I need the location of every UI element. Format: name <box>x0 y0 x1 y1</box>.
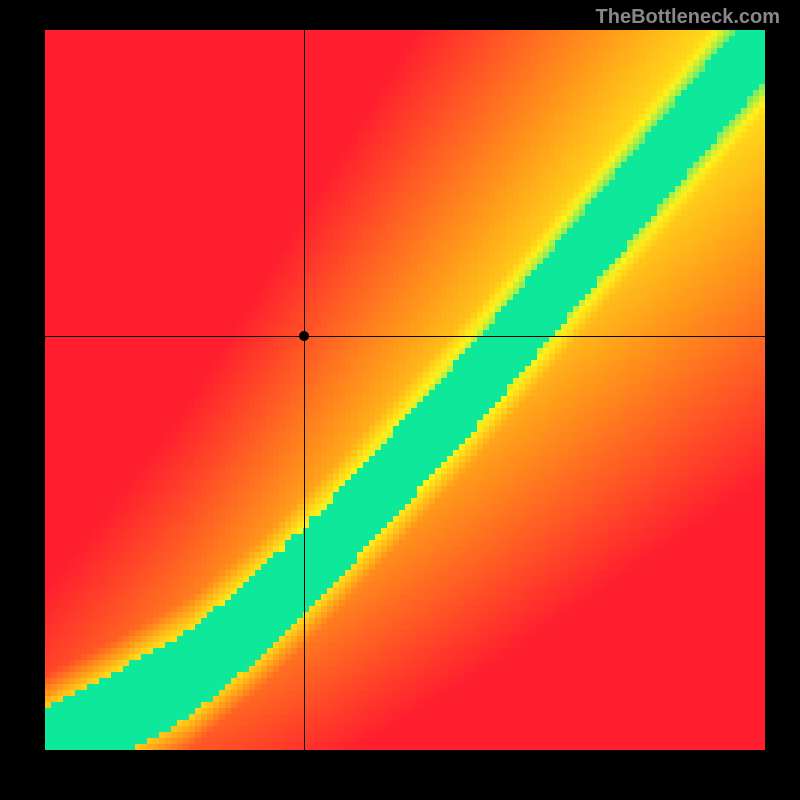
heatmap-canvas <box>45 30 765 750</box>
data-point-marker <box>299 331 309 341</box>
crosshair-vertical <box>304 30 305 750</box>
plot-area <box>45 30 765 750</box>
crosshair-horizontal <box>45 336 765 337</box>
watermark-text: TheBottleneck.com <box>596 6 780 29</box>
chart-container: TheBottleneck.com <box>0 0 800 800</box>
